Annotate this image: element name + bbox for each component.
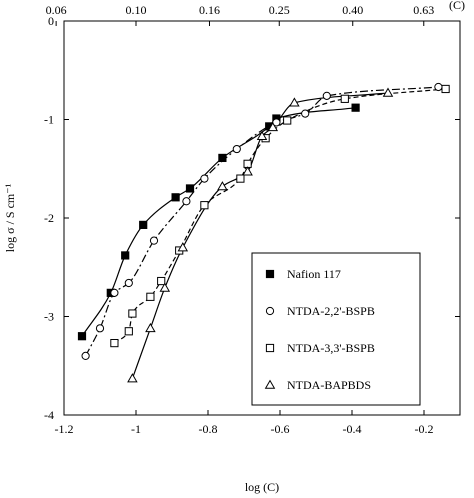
data-point (441, 84, 450, 94)
data-point (171, 193, 180, 202)
y-tick-label: -4 (44, 408, 54, 422)
x-tick-label: -1.2 (55, 422, 74, 436)
data-point (185, 184, 195, 193)
x-axis-label: log (C) (245, 480, 279, 494)
data-point (127, 373, 138, 383)
x-tick-label: -0.6 (271, 422, 290, 436)
top-tick-label: 0.25 (269, 3, 290, 17)
data-point (236, 174, 245, 183)
data-point (256, 130, 268, 141)
top-tick-label: 0.06 (46, 3, 67, 17)
data-points (77, 82, 450, 383)
legend-label: Nafion 117 (287, 267, 341, 281)
x-tick-label: -0.2 (415, 422, 434, 436)
y-tick-label: -2 (44, 211, 54, 225)
top-tick-label: 0.40 (342, 3, 363, 17)
data-point (146, 292, 155, 301)
data-point (434, 82, 443, 92)
data-point (81, 351, 90, 360)
legend-label: NTDA-2,2'-BSPB (287, 304, 375, 318)
data-point (177, 242, 189, 252)
y-tick-label: -3 (44, 310, 54, 324)
data-point (110, 338, 119, 348)
data-point (139, 220, 148, 229)
data-point (77, 332, 87, 341)
y-tick-label: -1 (44, 113, 54, 127)
x-tick-label: -1 (131, 422, 141, 436)
data-point (157, 276, 166, 286)
data-point (301, 109, 310, 118)
data-point (218, 153, 227, 163)
axes: -1.2 -1 -0.8 -0.6 -0.4 -0.2 0 -1 -2 -3 -4 0.06 0.10 0… (44, 3, 460, 436)
legend-marker (265, 306, 275, 316)
data-point (149, 236, 159, 245)
data-point (200, 174, 209, 183)
data-point (124, 278, 133, 288)
data-point (283, 116, 292, 125)
top-axis-label: (C) (449, 0, 465, 12)
data-point (267, 121, 279, 132)
data-point (217, 181, 228, 191)
legend-label: NTDA-3,3'-BSPB (287, 341, 375, 355)
top-tick-label: 0.63 (413, 3, 434, 17)
legend-box (251, 252, 421, 406)
top-tick-label: 0.10 (126, 3, 147, 17)
legend-marker (264, 379, 276, 389)
x-tick-label: -0.4 (343, 422, 362, 436)
data-point (182, 197, 191, 206)
data-point (351, 103, 360, 112)
data-point (128, 309, 137, 318)
data-point (200, 201, 209, 210)
x-tick-label: -0.8 (199, 422, 218, 436)
data-point (145, 322, 156, 333)
data-point (242, 166, 253, 176)
data-point (121, 251, 130, 260)
data-point (232, 144, 241, 154)
data-point (110, 288, 119, 297)
data-point (382, 87, 394, 97)
data-point (322, 91, 331, 100)
data-point (95, 324, 105, 333)
data-point (124, 327, 133, 336)
legend: Nafion 117 NTDA-2,2'-BSPB NTDA-3,3'-BSPB NT… (251, 252, 421, 406)
legend-marker (265, 343, 275, 353)
data-point (289, 97, 300, 107)
y-tick-label: 0 (48, 14, 54, 28)
legend-label: NTDA-BAPBDS (287, 378, 371, 392)
data-point (159, 282, 171, 292)
data-point (340, 94, 349, 103)
y-axis-label: log σ / S cm⁻¹ (3, 183, 17, 252)
legend-marker (265, 269, 275, 279)
top-tick-label: 0.16 (199, 3, 220, 17)
